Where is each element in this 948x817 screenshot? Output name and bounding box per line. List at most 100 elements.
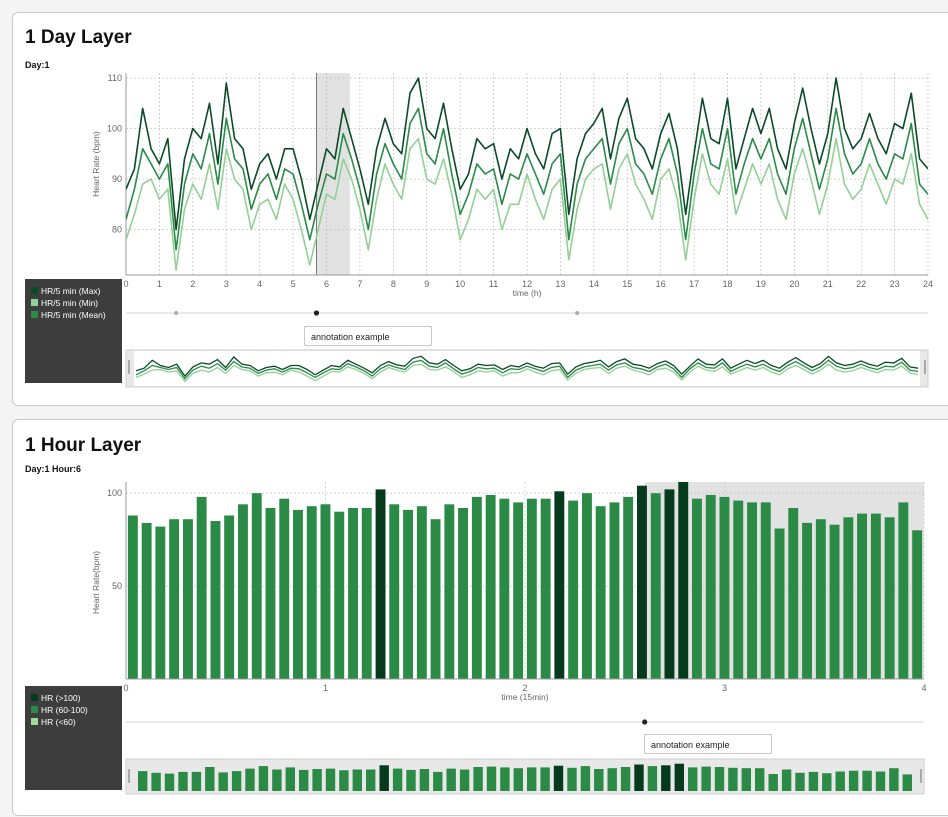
hour-overview-bar bbox=[258, 766, 269, 791]
hour-overview-bar bbox=[527, 767, 537, 791]
legend-item-hr-low[interactable]: HR (<60) bbox=[31, 716, 116, 727]
hour-bar-chart[interactable]: 0 1 2 3 4 50 100 time (15min) Heart Rate(bpm) bbox=[13, 420, 948, 817]
hour-bar bbox=[334, 511, 345, 679]
hour-layer-panel: 1 Hour Layer Day:1 Hour:6 0 1 2 3 4 50 100 time… bbox=[12, 419, 948, 816]
hour-y-axis-label: Heart Rate(bpm) bbox=[91, 551, 101, 614]
hour-bar bbox=[912, 530, 923, 679]
hour-overview-bar bbox=[567, 767, 577, 791]
day-legend: HR/5 min (Max) HR/5 min (Min) HR/5 min (… bbox=[25, 279, 122, 383]
day-x-axis-label: time (h) bbox=[513, 288, 542, 298]
day-x-tick-label: 12 bbox=[522, 279, 532, 289]
hour-overview-bar bbox=[688, 767, 698, 791]
hour-bar bbox=[843, 517, 854, 679]
day-overview-series-max-line bbox=[135, 355, 919, 378]
hour-overview-bar bbox=[701, 766, 711, 791]
hour-overview-bar bbox=[848, 770, 859, 791]
day-x-tick-label: 6 bbox=[324, 279, 329, 289]
hour-y-tick-label: 100 bbox=[107, 488, 122, 498]
hour-overview-bar bbox=[822, 773, 832, 791]
hour-overview-bar bbox=[553, 765, 564, 791]
day-x-tick-label: 3 bbox=[224, 279, 229, 289]
hour-bar bbox=[609, 502, 620, 679]
hour-overview-bar bbox=[607, 768, 617, 791]
legend-item-min[interactable]: HR/5 min (Min) bbox=[31, 297, 116, 308]
hour-bar bbox=[650, 493, 661, 679]
hour-overview-bar bbox=[620, 767, 631, 791]
hour-bar bbox=[251, 493, 262, 679]
day-y-tick-label: 100 bbox=[107, 124, 122, 134]
hour-overview-bar bbox=[768, 774, 778, 791]
hour-bar bbox=[293, 509, 303, 679]
hour-bar bbox=[389, 504, 400, 679]
hour-overview-bar bbox=[714, 767, 725, 791]
hour-x-tick-label: 2 bbox=[522, 683, 527, 693]
hour-x-tick-label: 4 bbox=[921, 683, 926, 693]
hour-bar bbox=[637, 485, 647, 679]
hour-overview-bar bbox=[889, 768, 899, 791]
hour-overview-bar bbox=[728, 767, 738, 791]
legend-item-hr-mid[interactable]: HR (60-100) bbox=[31, 704, 116, 715]
hour-y-tick-label: 50 bbox=[112, 581, 122, 591]
legend-item-mean[interactable]: HR/5 min (Mean) bbox=[31, 309, 116, 320]
hour-bar bbox=[320, 504, 331, 679]
hour-bar bbox=[870, 513, 881, 679]
hour-bar bbox=[788, 508, 799, 679]
day-overview-series-min-line bbox=[135, 363, 919, 383]
day-panel-subtitle: Day:1 bbox=[25, 60, 50, 70]
hour-overview-bar bbox=[379, 765, 389, 791]
hour-overview-right-handle bbox=[920, 769, 922, 783]
hour-bar bbox=[306, 506, 317, 679]
day-annotation-box[interactable]: annotation example bbox=[304, 326, 432, 346]
hour-x-tick-label: 3 bbox=[722, 683, 727, 693]
hour-bar bbox=[444, 504, 455, 679]
hour-bar bbox=[760, 502, 771, 679]
hour-bar bbox=[526, 498, 537, 679]
day-y-tick-label: 110 bbox=[108, 73, 122, 83]
hour-bar bbox=[430, 519, 441, 679]
hour-bar bbox=[582, 493, 592, 679]
legend-swatch-hr-high bbox=[31, 694, 38, 701]
hour-bar bbox=[540, 498, 551, 679]
day-x-tick-label: 10 bbox=[455, 279, 465, 289]
day-y-axis-label: Heart Rate (bpm) bbox=[91, 131, 101, 197]
day-overview-right-handle bbox=[924, 360, 926, 374]
day-x-tick-label: 17 bbox=[689, 279, 699, 289]
legend-label-hr-high: HR (>100) bbox=[41, 692, 81, 703]
hour-bar bbox=[127, 515, 138, 679]
legend-swatch-hr-mid bbox=[31, 706, 38, 713]
hour-bar bbox=[747, 502, 757, 679]
hour-overview-bar bbox=[151, 772, 161, 791]
hour-overview-bar bbox=[138, 771, 148, 791]
hour-overview-bar bbox=[285, 767, 295, 791]
legend-item-max[interactable]: HR/5 min (Max) bbox=[31, 285, 116, 296]
day-layer-panel: 1 Day Layer Day:1 0 1 2 3 4 5 6 7 8 9 10 11 12 13 14 15… bbox=[12, 12, 948, 406]
hour-overview-bar bbox=[500, 767, 510, 791]
day-x-tick-label: 2 bbox=[190, 279, 195, 289]
day-line-chart[interactable]: 0 1 2 3 4 5 6 7 8 9 10 11 12 13 14 15 16 17 18 19 20 21 22 23 24… bbox=[13, 13, 948, 407]
hour-bar bbox=[375, 489, 386, 679]
hour-overview-bar bbox=[862, 770, 872, 791]
hour-overview-bar bbox=[875, 771, 886, 791]
hour-x-tick-label: 1 bbox=[323, 683, 328, 693]
hour-bar bbox=[279, 498, 290, 679]
hour-bar bbox=[265, 508, 276, 679]
day-series-mean-line bbox=[126, 107, 928, 251]
hour-overview-bar bbox=[755, 768, 765, 791]
hour-overview-bar bbox=[634, 764, 644, 791]
hour-overview-bar bbox=[902, 774, 912, 791]
hour-annotation-box[interactable]: annotation example bbox=[644, 734, 772, 754]
day-x-tick-label: 24 bbox=[923, 279, 933, 289]
legend-swatch-hr-low bbox=[31, 718, 38, 725]
legend-item-hr-high[interactable]: HR (>100) bbox=[31, 692, 116, 703]
hour-bar bbox=[499, 498, 510, 679]
hour-overview-bar bbox=[312, 769, 322, 791]
hour-bar bbox=[774, 528, 785, 679]
legend-swatch-mean bbox=[31, 311, 38, 318]
hour-overview-bar bbox=[272, 769, 282, 791]
hour-overview-bar bbox=[218, 772, 228, 791]
hour-bar bbox=[416, 506, 427, 679]
hour-bar bbox=[829, 524, 840, 679]
day-x-tick-label: 0 bbox=[123, 279, 128, 289]
hour-overview-left-handle bbox=[128, 769, 130, 783]
legend-label-hr-low: HR (<60) bbox=[41, 716, 76, 727]
